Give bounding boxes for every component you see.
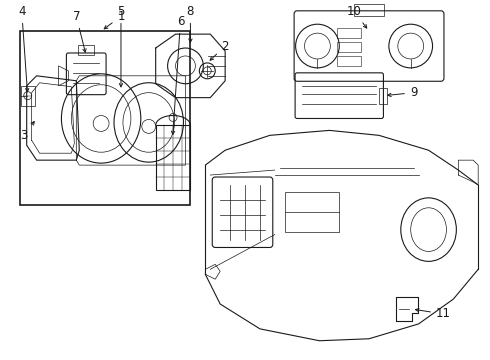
Text: 5: 5 [117,5,124,87]
Bar [337,56,361,66]
Bar [337,28,361,38]
Bar [20,31,191,205]
Bar [21,86,35,105]
Bar [285,192,339,231]
Text: 9: 9 [388,86,417,99]
Text: 6: 6 [172,15,184,135]
Text: 3: 3 [20,122,34,142]
Bar [379,88,388,104]
Bar [337,42,361,52]
Bar [78,45,94,55]
Bar [156,125,191,190]
Text: 7: 7 [73,10,86,52]
Text: 2: 2 [210,40,229,60]
Text: 11: 11 [416,307,451,320]
Text: 1: 1 [104,10,125,29]
Text: 4: 4 [18,5,29,92]
Bar [354,4,384,16]
Text: 8: 8 [187,5,194,42]
Text: 10: 10 [347,5,367,28]
